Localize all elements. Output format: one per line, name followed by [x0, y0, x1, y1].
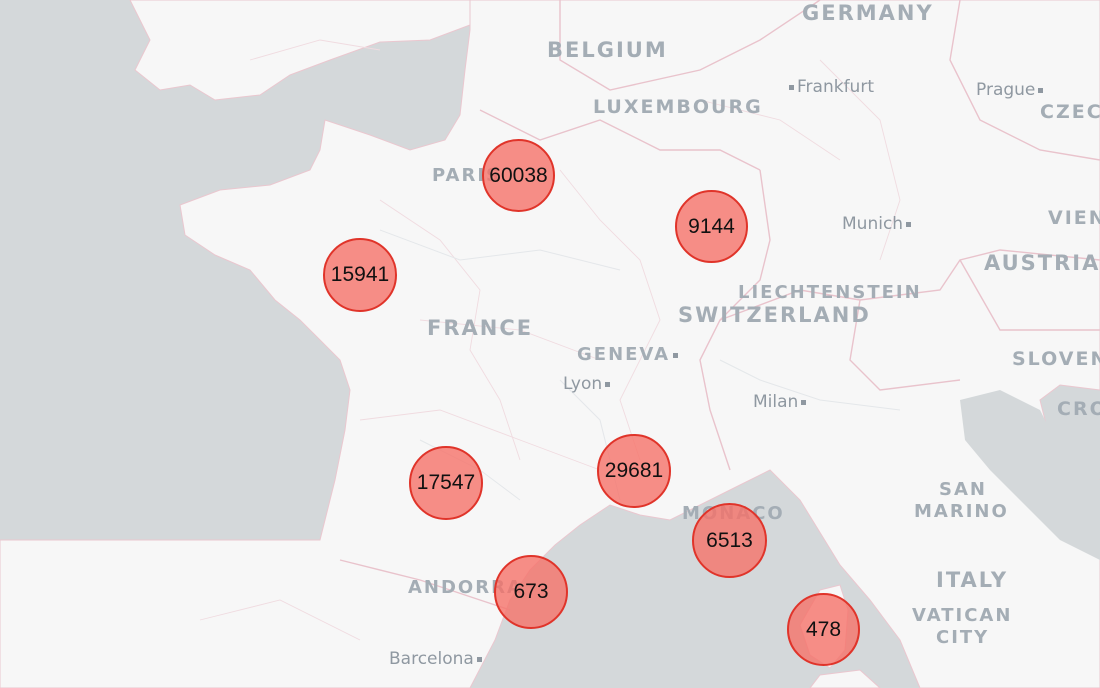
sea-adriatic [960, 390, 1100, 560]
cluster-marker-bordeaux[interactable]: 17547 [409, 446, 483, 520]
city-dot-icon [801, 399, 807, 405]
label-prague-text: Prague [976, 80, 1036, 100]
label-frankfurt: Frankfurt [786, 79, 874, 96]
label-france: FRANCE [427, 316, 534, 340]
cluster-count: 29681 [604, 459, 664, 482]
label-lyon-text: Lyon [563, 374, 603, 394]
city-dot-icon [476, 656, 482, 662]
cluster-count: 673 [513, 580, 549, 603]
label-italy: ITALY [936, 568, 1009, 592]
label-switzerland: SWITZERLAND [678, 303, 871, 327]
label-milan: Milan [753, 394, 809, 411]
label-barcelona-text: Barcelona [389, 649, 474, 669]
label-geneva-text: GENEVA [577, 344, 671, 365]
label-croatia-partial: CRO [1057, 398, 1100, 420]
label-slovenia-partial: SLOVEN [1012, 348, 1100, 370]
label-geneva: GENEVA [577, 344, 679, 365]
label-liechtenstein: LIECHTENSTEIN [738, 282, 922, 303]
label-vienna-partial: VIEN [1048, 207, 1100, 229]
label-vatican-city: CITY [936, 627, 990, 648]
label-andorra: ANDORRA [408, 577, 523, 598]
label-marino: MARINO [914, 501, 1009, 522]
cluster-count: 478 [805, 617, 842, 641]
label-munich: Munich [842, 216, 914, 233]
cluster-count: 9144 [688, 214, 735, 238]
cluster-marker-lyon-south[interactable]: 29681 [597, 434, 671, 508]
cluster-count: 60038 [489, 163, 548, 187]
cluster-marker-corsica[interactable]: 478 [787, 593, 860, 666]
city-dot-icon [605, 381, 611, 387]
label-milan-text: Milan [753, 392, 799, 412]
label-austria: AUSTRIA [984, 251, 1100, 275]
cluster-count: 15941 [330, 263, 390, 286]
cluster-marker-strasbourg[interactable]: 9144 [675, 190, 748, 263]
city-dot-icon [673, 352, 679, 358]
cluster-count: 6513 [706, 528, 753, 552]
cluster-marker-paris[interactable]: 60038 [482, 139, 555, 212]
label-prague: Prague [976, 82, 1046, 99]
label-czech-partial: CZEC [1040, 101, 1100, 123]
cluster-marker-perpignan[interactable]: 673 [494, 555, 568, 629]
land-sardinia [809, 669, 881, 688]
label-lyon: Lyon [563, 376, 613, 393]
label-vatican: VATICAN [912, 605, 1013, 626]
label-belgium: BELGIUM [547, 38, 668, 62]
label-germany: GERMANY [802, 1, 934, 25]
city-dot-icon [789, 84, 794, 90]
label-barcelona: Barcelona [389, 651, 485, 668]
cluster-count: 17547 [416, 471, 476, 494]
cluster-marker-nantes[interactable]: 15941 [323, 238, 397, 312]
city-dot-icon [1038, 87, 1044, 93]
label-munich-text: Munich [842, 214, 904, 234]
city-dot-icon [906, 221, 912, 227]
label-san: SAN [939, 479, 987, 500]
cluster-marker-nice[interactable]: 6513 [692, 503, 767, 578]
label-frankfurt-text: Frankfurt [797, 77, 874, 97]
label-luxembourg: LUXEMBOURG [593, 96, 763, 118]
land-uk [129, 0, 481, 101]
